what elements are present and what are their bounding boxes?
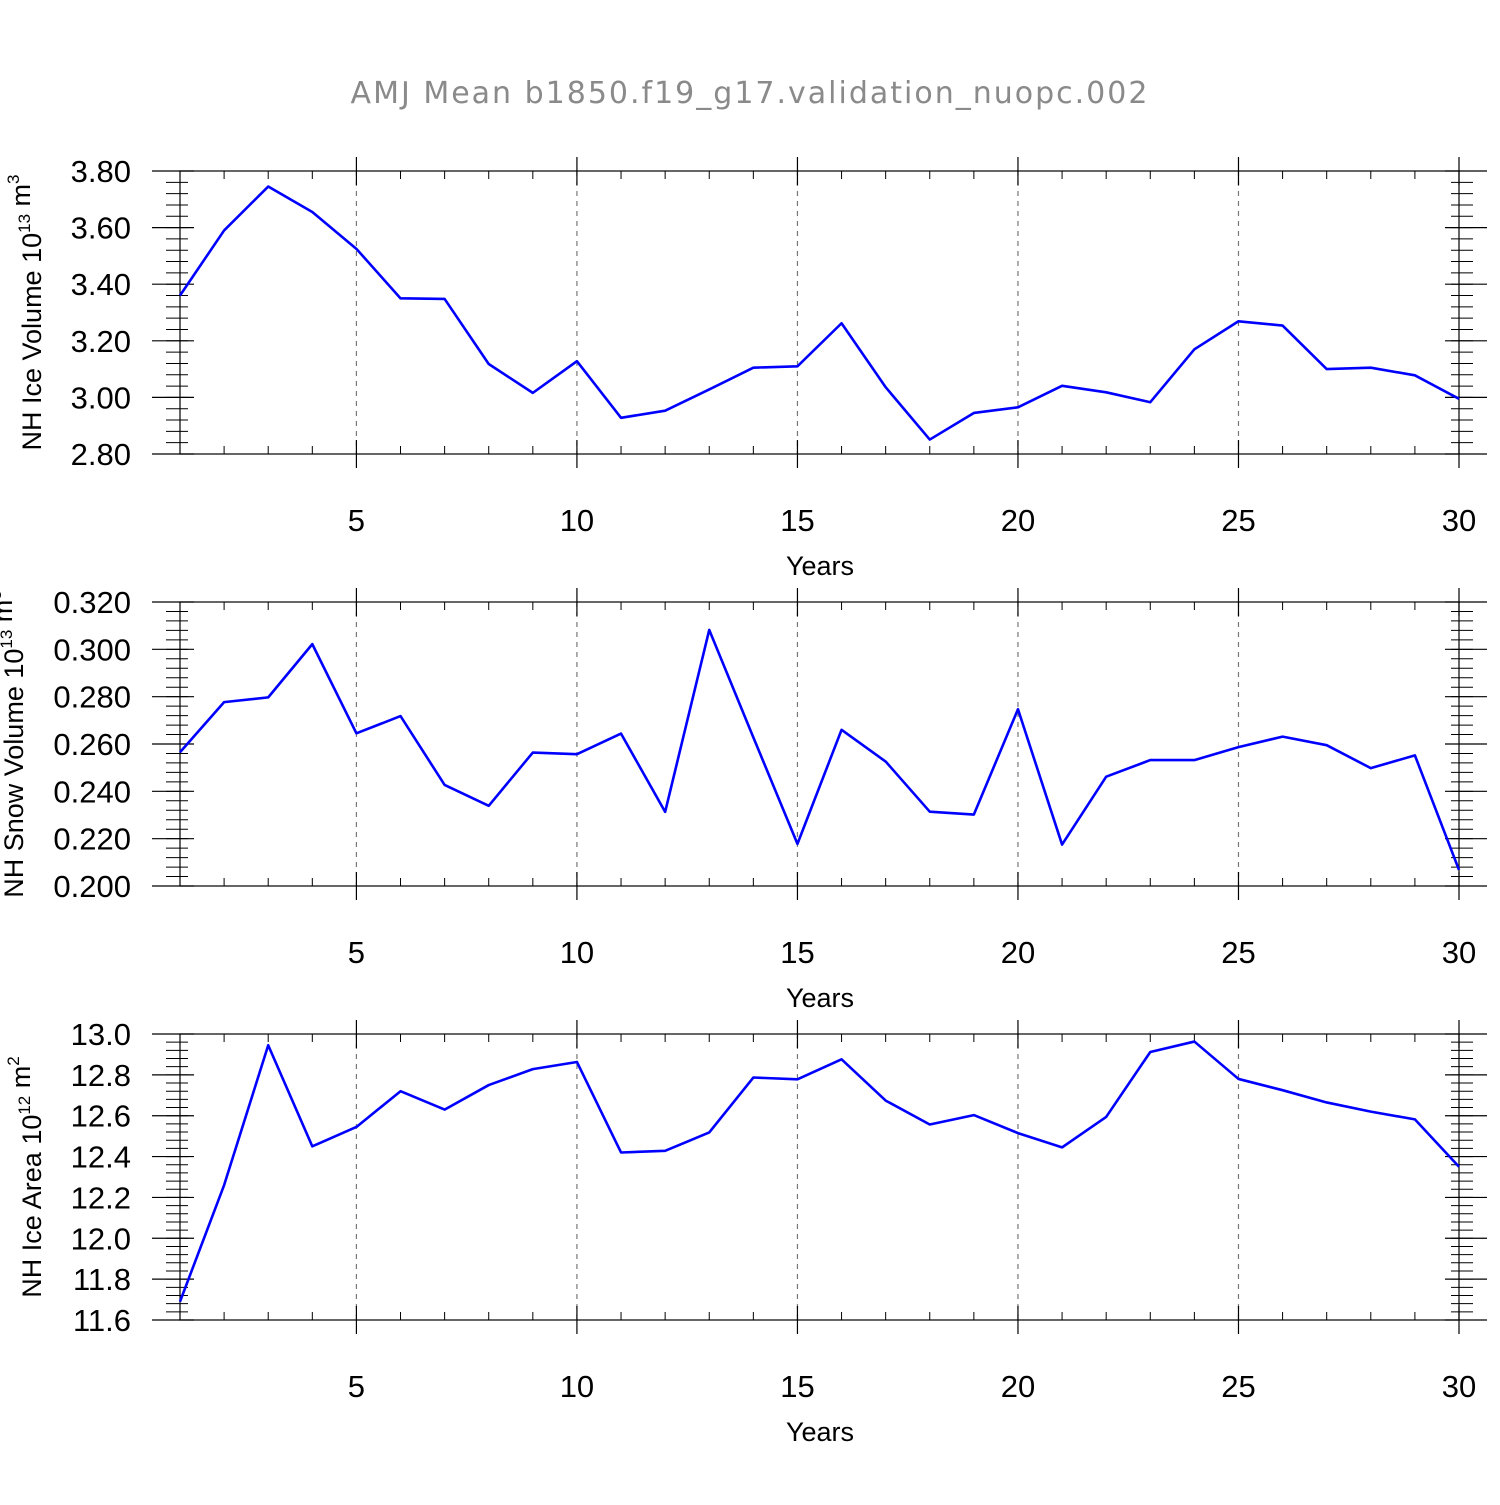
y-axis-title: NH Snow Volume 1013 m3 xyxy=(0,590,29,898)
x-tick-label: 20 xyxy=(1001,1369,1035,1404)
x-tick-label: 20 xyxy=(1001,935,1035,970)
x-tick-label: 25 xyxy=(1221,1369,1255,1404)
x-axis-title: Years xyxy=(786,1417,854,1447)
y-tick-label: 0.260 xyxy=(53,727,131,762)
x-tick-label: 5 xyxy=(348,935,365,970)
x-tick-label: 30 xyxy=(1442,1369,1476,1404)
panel-ice-area: 5 10 15 20 25 30 Years 11.6 11.8 12.0 12.2 12.4 12.6… xyxy=(4,1017,1487,1447)
y-tick-label: 3.80 xyxy=(71,154,131,189)
x-tick-label: 30 xyxy=(1442,935,1476,970)
series-line-ice-volume xyxy=(178,185,1460,441)
x-axis-title: Years xyxy=(786,983,854,1013)
y-tick-label: 12.8 xyxy=(71,1058,131,1093)
x-tick-label: 15 xyxy=(780,503,814,538)
x-tick-label: 10 xyxy=(560,935,594,970)
y-tick-label: 11.6 xyxy=(73,1303,131,1338)
y-tick-label: 3.20 xyxy=(71,324,131,359)
x-tick-label: 10 xyxy=(560,503,594,538)
x-tick-label: 20 xyxy=(1001,503,1035,538)
y-tick-label: 12.6 xyxy=(71,1099,131,1134)
y-tick-label: 11.8 xyxy=(73,1262,131,1297)
y-axis-title: NH Ice Volume 1013 m3 xyxy=(4,175,47,451)
y-tick-label: 13.0 xyxy=(71,1017,131,1052)
y-tick-label: 0.220 xyxy=(53,822,131,857)
figure-title: AMJ Mean b1850.f19_g17.validation_nuopc.… xyxy=(350,76,1150,111)
x-tick-label: 5 xyxy=(348,503,365,538)
y-tick-label: 12.0 xyxy=(71,1221,131,1256)
y-tick-label: 3.00 xyxy=(71,380,131,415)
x-tick-label: 5 xyxy=(348,1369,365,1404)
series-line-snow-volume xyxy=(179,628,1461,871)
x-axis-title: Years xyxy=(786,551,854,581)
plot-frame xyxy=(179,1033,1460,1321)
y-tick-label: 0.200 xyxy=(53,869,131,904)
x-tick-label: 15 xyxy=(780,1369,814,1404)
plot-frame xyxy=(179,601,1460,887)
y-tick-label: 0.320 xyxy=(53,585,131,620)
y-tick-label: 3.40 xyxy=(71,267,131,302)
y-tick-label: 3.60 xyxy=(71,211,131,246)
y-tick-label: 12.4 xyxy=(71,1140,131,1175)
y-tick-label: 12.2 xyxy=(71,1180,131,1215)
y-tick-label: 2.80 xyxy=(71,437,131,472)
y-tick-label: 0.240 xyxy=(53,774,131,809)
panel-snow-volume: 5 10 15 20 25 30 Years 0.200 0.220 0.240 0.260 0.28… xyxy=(0,585,1487,1013)
x-tick-label: 25 xyxy=(1221,935,1255,970)
series-line-ice-area xyxy=(178,1040,1460,1303)
panel-ice-volume: 5 10 15 20 25 30 Years 2.80 3.00 3.20 3.40 3.60 3.80… xyxy=(4,154,1487,581)
x-tick-label: 15 xyxy=(780,935,814,970)
y-tick-label: 0.300 xyxy=(53,632,131,667)
x-tick-label: 30 xyxy=(1442,503,1476,538)
y-tick-label: 0.280 xyxy=(53,680,131,715)
x-tick-label: 25 xyxy=(1221,503,1255,538)
x-tick-label: 10 xyxy=(560,1369,594,1404)
y-axis-title: NH Ice Area 1012 m2 xyxy=(4,1056,47,1297)
plot-frame xyxy=(179,170,1460,455)
